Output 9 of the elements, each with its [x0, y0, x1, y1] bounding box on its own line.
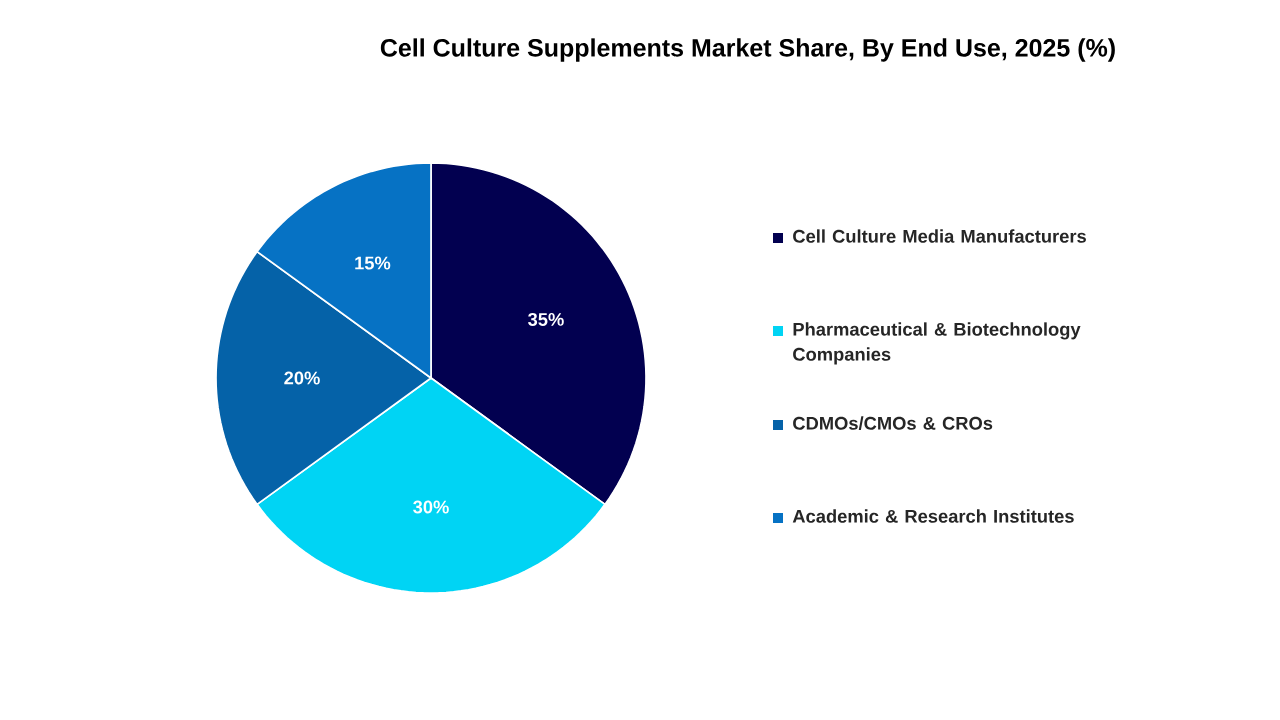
legend-label: Cell Culture Media Manufacturers — [793, 229, 1086, 243]
data-label: 35% — [528, 312, 564, 326]
legend-label: Academic & Research Institutes — [792, 509, 1074, 523]
legend-label: Pharmaceutical & Biotechnology Companies — [793, 322, 1081, 365]
data-label: 15% — [355, 256, 391, 270]
legend-label: CDMOs/CMOs & CROs — [793, 416, 993, 430]
data-label: 30% — [413, 500, 449, 514]
data-label: 20% — [284, 371, 320, 385]
chart-title: Cell Culture Supplements Market Share, By End Use, 2025 (%) — [380, 38, 1115, 62]
